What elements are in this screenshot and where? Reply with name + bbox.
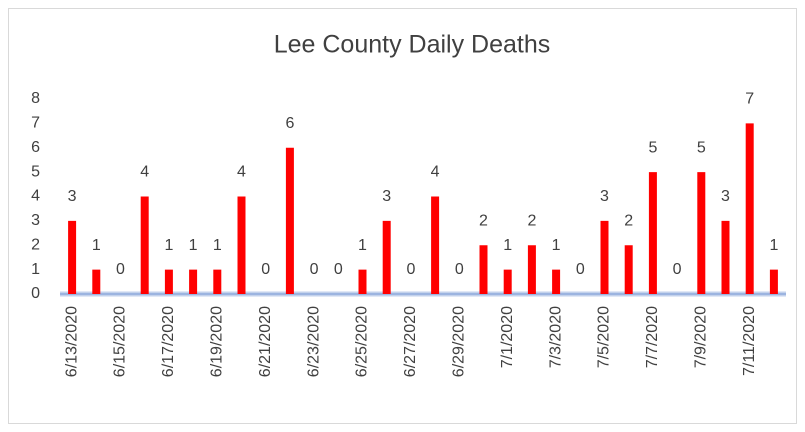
bar [624, 245, 633, 294]
data-label: 0 [334, 261, 343, 278]
bar [648, 172, 657, 294]
bar [527, 245, 536, 294]
bar [745, 123, 754, 294]
chart-border [8, 8, 797, 424]
data-label: 7 [745, 91, 754, 108]
x-tick-label: 6/29/2020 [451, 306, 468, 377]
chart-title: Lee County Daily Deaths [274, 31, 551, 59]
data-label: 6 [285, 115, 294, 132]
data-label: 2 [624, 212, 633, 229]
data-label: 1 [189, 237, 198, 254]
x-tick-label: 6/17/2020 [160, 306, 177, 377]
y-tick-label: 5 [31, 163, 40, 180]
data-label: 1 [164, 237, 173, 254]
y-tick-label: 4 [31, 188, 40, 205]
bar [552, 269, 561, 294]
bar [769, 269, 778, 294]
x-tick-label: 7/9/2020 [693, 306, 710, 368]
data-label: 1 [552, 237, 561, 254]
x-tick-label: 7/11/2020 [741, 306, 758, 376]
x-tick-label: 6/27/2020 [402, 306, 419, 377]
x-tick-label: 7/5/2020 [596, 306, 613, 368]
bar [92, 269, 101, 294]
x-tick-label: 6/21/2020 [257, 306, 274, 377]
data-label: 2 [527, 212, 536, 229]
bar [600, 220, 609, 294]
x-tick-label: 6/13/2020 [63, 306, 80, 377]
data-label: 0 [673, 261, 682, 278]
data-label: 0 [576, 261, 585, 278]
data-label: 0 [406, 261, 415, 278]
bar [285, 147, 294, 294]
x-tick-label: 7/7/2020 [644, 306, 661, 368]
data-label: 0 [261, 261, 270, 278]
data-label: 2 [479, 212, 488, 229]
data-label: 4 [237, 164, 246, 181]
bar [721, 220, 730, 294]
bar [697, 172, 706, 294]
y-tick-label: 2 [31, 236, 40, 253]
data-label: 3 [600, 188, 609, 205]
bar [479, 245, 488, 294]
y-tick-label: 3 [31, 212, 40, 229]
x-tick-label: 7/3/2020 [547, 306, 564, 368]
x-tick-label: 6/19/2020 [209, 306, 226, 377]
x-tick-label: 6/25/2020 [354, 306, 371, 377]
bar [189, 269, 198, 294]
data-label: 5 [648, 139, 657, 156]
data-label: 5 [697, 139, 706, 156]
bar [431, 196, 440, 294]
bar [140, 196, 149, 294]
data-label: 0 [455, 261, 464, 278]
y-tick-label: 8 [31, 90, 40, 107]
bar [237, 196, 246, 294]
data-label: 3 [68, 188, 77, 205]
y-tick-label: 6 [31, 139, 40, 156]
data-label: 4 [140, 164, 149, 181]
bar [164, 269, 173, 294]
bar [503, 269, 512, 294]
bar [382, 220, 391, 294]
data-label: 4 [431, 164, 440, 181]
data-label: 0 [310, 261, 319, 278]
y-tick-label: 0 [31, 285, 40, 302]
data-label: 0 [116, 261, 125, 278]
bar [68, 220, 77, 294]
data-label: 1 [92, 237, 101, 254]
bar [358, 269, 367, 294]
data-label: 1 [503, 237, 512, 254]
x-tick-label: 6/23/2020 [305, 306, 322, 377]
y-tick-label: 7 [31, 115, 40, 132]
data-label: 1 [358, 237, 367, 254]
y-tick-label: 1 [31, 261, 40, 278]
x-tick-label: 7/1/2020 [499, 306, 516, 368]
data-label: 1 [769, 237, 778, 254]
data-label: 1 [213, 237, 222, 254]
bar [213, 269, 222, 294]
data-label: 3 [721, 188, 730, 205]
x-tick-label: 6/15/2020 [112, 306, 129, 377]
data-label: 3 [382, 188, 391, 205]
